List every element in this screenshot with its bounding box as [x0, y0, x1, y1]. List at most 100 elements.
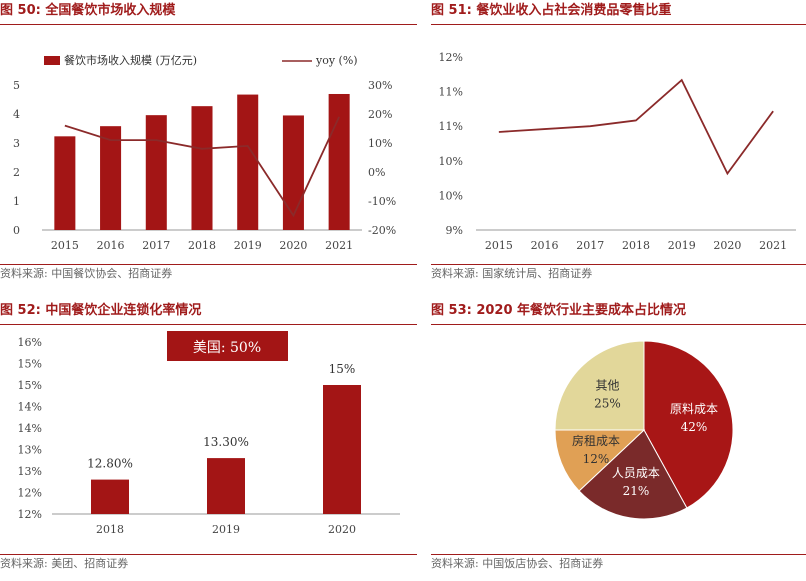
y-right-tick-label: -20%	[368, 224, 396, 237]
bar-revenue	[328, 93, 350, 230]
y-tick-label: 15%	[18, 358, 42, 371]
y-tick-label: 12%	[18, 508, 42, 521]
panel-title: 图 52: 中国餐饮企业连锁化率情况	[0, 303, 202, 318]
y-tick-label: 0	[13, 224, 20, 237]
y-tick-label: 13%	[18, 465, 42, 478]
bar-chain-rate	[91, 479, 129, 514]
annotation-us-chain-rate: 美国: 50%	[193, 340, 261, 356]
y-tick-label: 15%	[18, 379, 42, 392]
x-tick-label: 2020	[713, 239, 741, 252]
title-divider	[0, 324, 417, 325]
x-tick-label: 2017	[576, 239, 604, 252]
pie-slice-label: 房租成本	[572, 433, 620, 448]
x-tick-label: 2019	[212, 523, 240, 536]
source-note: 资料来源: 中国餐饮协会、招商证券	[0, 267, 173, 280]
x-tick-label: 2021	[759, 239, 787, 252]
chain-rate-bar-chart: 12% 12% 13% 13% 14% 14% 15% 15% 16% 12.80% 2018 13.…	[18, 331, 400, 536]
panel-retail-share: 图 51: 餐饮业收入占社会消费品零售比重 9% 10% 10% 11% 11% 12% 2…	[431, 0, 806, 290]
y-right-tick-label: 20%	[368, 108, 392, 121]
revenue-combo-chart: 餐饮市场收入规模 (万亿元) yoy (%) 0 1 2 3 4 5 -20% -10% 0% 10%…	[13, 53, 396, 252]
pie-slice	[554, 429, 646, 492]
bar-revenue	[282, 115, 304, 230]
y-tick-label: 10%	[439, 155, 463, 168]
panel-restaurant-revenue: 图 50: 全国餐饮市场收入规模 餐饮市场收入规模 (万亿元) yoy (%) 0 1…	[0, 0, 417, 290]
title-divider	[0, 24, 417, 25]
panel-title: 图 50: 全国餐饮市场收入规模	[0, 3, 176, 18]
bar-chain-rate	[323, 385, 361, 514]
y-tick-label: 9%	[446, 224, 463, 237]
y-right-tick-label: -10%	[368, 195, 396, 208]
data-label: 12.80%	[87, 457, 133, 471]
pie-slice	[578, 429, 688, 520]
y-tick-label: 11%	[439, 86, 463, 99]
line-yoy	[64, 116, 340, 218]
y-tick-label: 14%	[18, 401, 42, 414]
y-tick-label: 12%	[439, 51, 463, 64]
pie-slice-percent: 12%	[583, 452, 610, 466]
y-tick-label: 10%	[439, 189, 463, 202]
y-tick-label: 14%	[18, 422, 42, 435]
source-note: 资料来源: 美团、招商证券	[0, 557, 129, 570]
legend-label-revenue: 餐饮市场收入规模 (万亿元)	[64, 53, 197, 67]
cost-pie-chart: 原料成本 42% 人员成本 21% 房租成本 12% 其他 25%	[554, 340, 734, 520]
x-tick-label: 2018	[96, 523, 124, 536]
panel-title: 图 51: 餐饮业收入占社会消费品零售比重	[431, 3, 672, 18]
legend-swatch-revenue	[44, 56, 60, 65]
y-right-tick-label: 10%	[368, 137, 392, 150]
pie-slice-label: 原料成本	[670, 402, 718, 416]
y-tick-label: 16%	[18, 336, 42, 349]
y-tick-label: 12%	[18, 487, 42, 500]
bar-revenue	[237, 94, 259, 230]
pie-slice	[643, 340, 734, 509]
x-tick-label: 2018	[622, 239, 650, 252]
y-tick-label: 1	[13, 195, 20, 208]
y-tick-label: 11%	[439, 120, 463, 133]
pie-slice-percent: 21%	[623, 484, 650, 498]
data-label: 15%	[329, 362, 356, 376]
x-tick-label: 2021	[325, 239, 353, 252]
source-divider	[0, 264, 417, 265]
line-retail-share	[498, 78, 774, 176]
pie-slice-percent: 25%	[594, 396, 621, 410]
bar-revenue	[145, 115, 167, 230]
y-tick-label: 3	[13, 137, 20, 150]
y-tick-label: 5	[13, 79, 20, 92]
retail-share-line-chart: 9% 10% 10% 11% 11% 12% 2015 2016 2017 2018 2019 202…	[439, 51, 796, 252]
bar-revenue	[100, 126, 122, 230]
panel-title: 图 53: 2020 年餐饮行业主要成本占比情况	[431, 303, 687, 318]
x-tick-label: 2015	[485, 239, 513, 252]
bar-revenue	[191, 106, 213, 230]
source-divider	[431, 264, 806, 265]
y-tick-label: 13%	[18, 444, 42, 457]
bar-revenue	[54, 136, 76, 230]
y-tick-label: 4	[13, 108, 20, 121]
pie-slice-label: 人员成本	[612, 466, 660, 480]
source-divider	[431, 554, 806, 555]
y-right-tick-label: 0%	[368, 166, 385, 179]
legend-label-yoy: yoy (%)	[315, 54, 358, 67]
x-tick-label: 2016	[97, 239, 125, 252]
title-divider	[431, 324, 806, 325]
source-note: 资料来源: 中国饭店协会、招商证券	[431, 557, 604, 570]
bar-chain-rate	[207, 458, 245, 514]
data-label: 13.30%	[203, 435, 249, 449]
y-right-tick-label: 30%	[368, 79, 392, 92]
x-tick-label: 2017	[142, 239, 170, 252]
source-divider	[0, 554, 417, 555]
x-tick-label: 2018	[188, 239, 216, 252]
title-divider	[431, 24, 806, 25]
y-tick-label: 2	[13, 166, 20, 179]
x-tick-label: 2020	[328, 523, 356, 536]
pie-slice	[554, 340, 645, 431]
panel-chain-rate: 图 52: 中国餐饮企业连锁化率情况 12% 12% 13% 13% 14% 14% 15%…	[0, 300, 417, 581]
x-tick-label: 2019	[234, 239, 262, 252]
source-note: 资料来源: 国家统计局、招商证券	[431, 267, 593, 280]
pie-slice-label: 其他	[595, 378, 619, 392]
x-tick-label: 2020	[279, 239, 307, 252]
pie-slice-percent: 42%	[681, 420, 708, 434]
x-tick-label: 2015	[51, 239, 79, 252]
x-tick-label: 2019	[668, 239, 696, 252]
annotation-box	[167, 331, 288, 361]
x-tick-label: 2016	[531, 239, 559, 252]
panel-cost-structure: 图 53: 2020 年餐饮行业主要成本占比情况 原料成本 42% 人员成本 21% 房…	[431, 300, 806, 581]
